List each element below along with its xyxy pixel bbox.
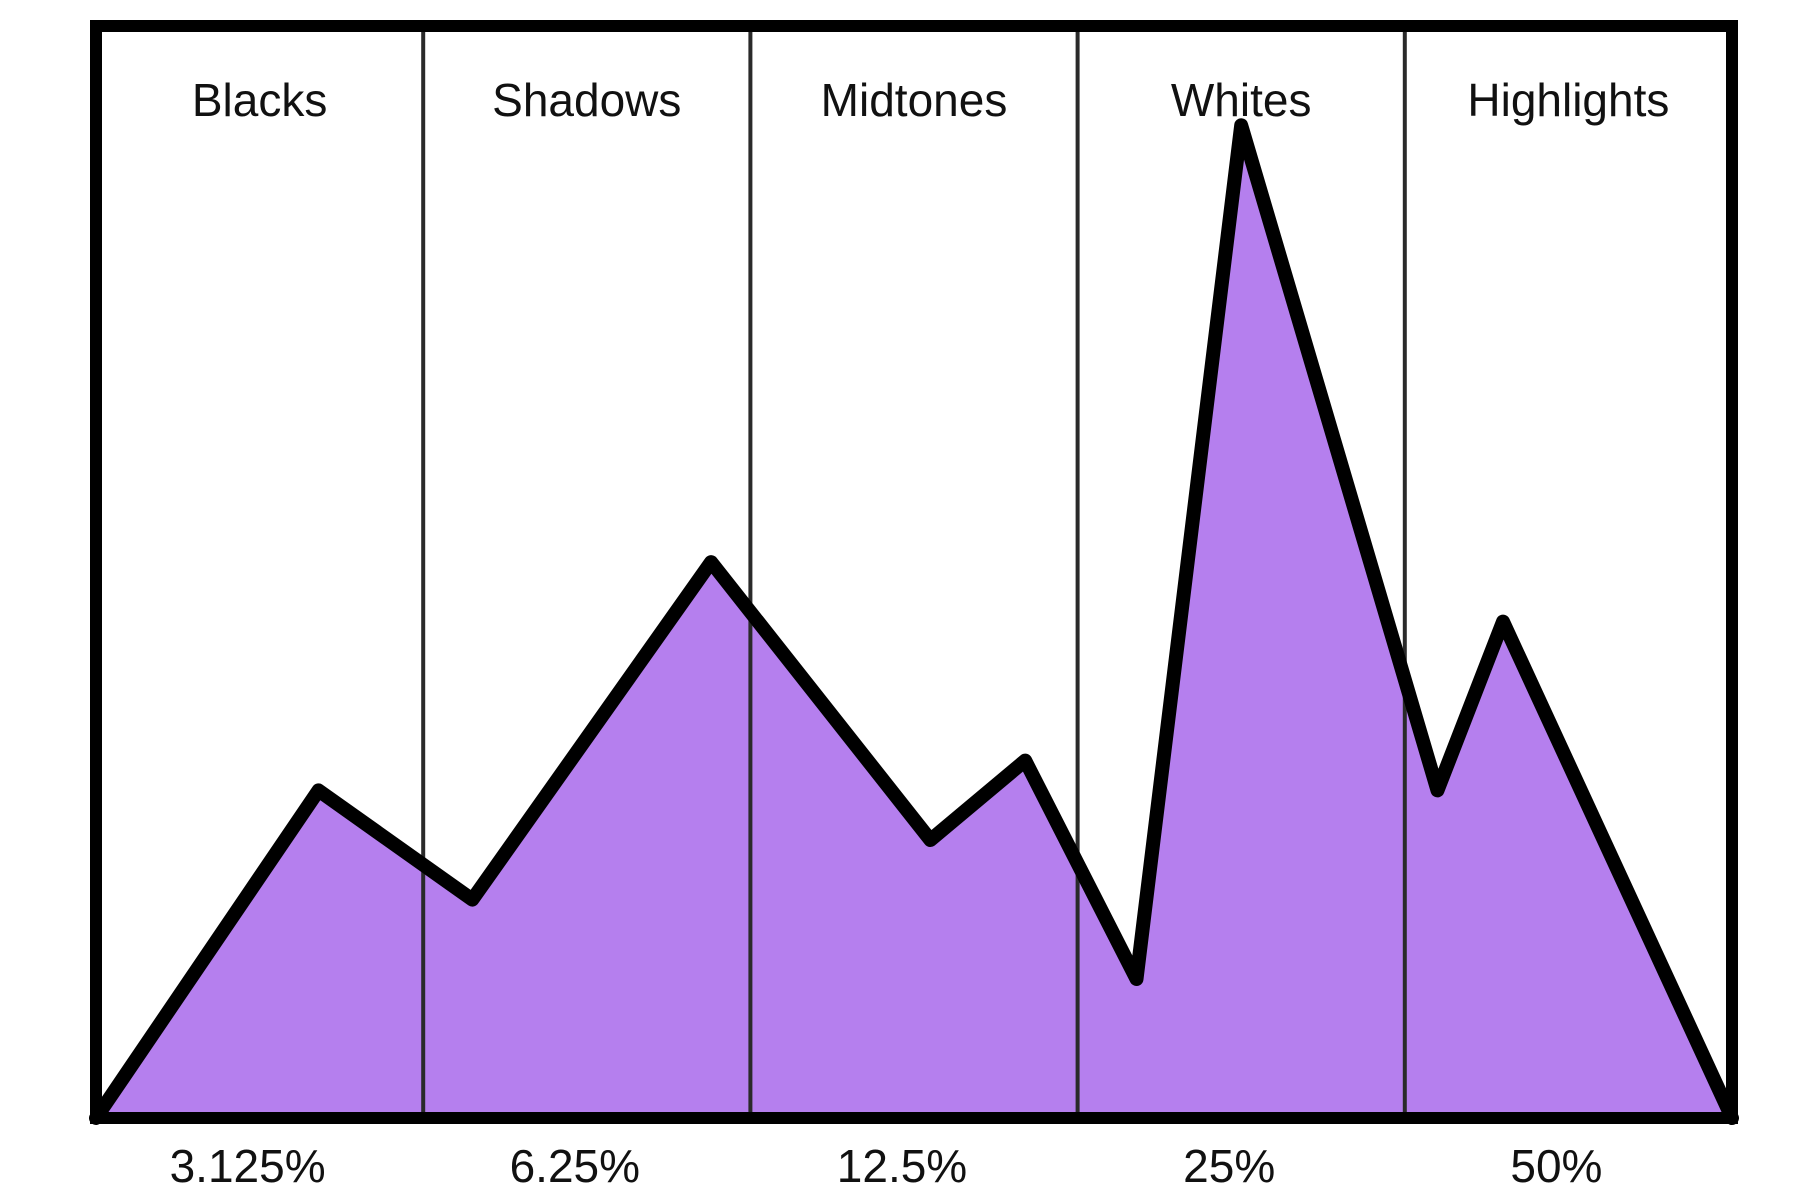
tick-labels: 3.125% 6.25% 12.5% 25% 50% [170, 1140, 1603, 1192]
zone-label: Shadows [492, 74, 681, 126]
tick-label: 25% [1183, 1140, 1275, 1192]
zone-labels: Blacks Shadows Midtones Whites Highlights [192, 74, 1670, 126]
tick-label: 3.125% [170, 1140, 326, 1192]
histogram-line [89, 118, 1739, 1125]
zone-label: Whites [1171, 74, 1312, 126]
histogram-area [96, 125, 1732, 1119]
zone-label: Midtones [821, 74, 1008, 126]
tick-label: 50% [1510, 1140, 1602, 1192]
tick-label: 12.5% [837, 1140, 967, 1192]
tick-label: 6.25% [510, 1140, 640, 1192]
zone-label: Highlights [1467, 74, 1669, 126]
zone-dividers [421, 26, 1407, 1118]
zone-label: Blacks [192, 74, 327, 126]
plot-frame [90, 20, 1738, 1124]
